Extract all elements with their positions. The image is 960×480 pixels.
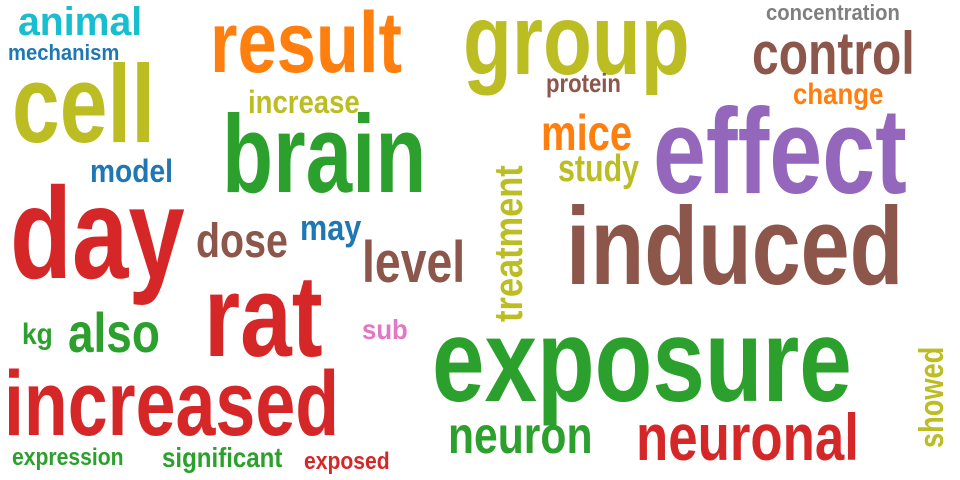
word-induced: induced — [566, 185, 904, 308]
word-level: level — [362, 230, 466, 295]
word-animal: animal — [18, 0, 143, 44]
word-exposed: exposed — [304, 448, 390, 475]
word-rat: rat — [204, 251, 323, 381]
word-expression: expression — [12, 444, 124, 471]
word-neuronal: neuronal — [636, 400, 859, 474]
word-effect: effect — [653, 83, 907, 219]
word-mechanism: mechanism — [8, 40, 120, 65]
word-may: may — [300, 207, 362, 248]
word-protein: protein — [546, 68, 621, 98]
word-significant: significant — [162, 442, 283, 473]
word-mice: mice — [541, 105, 633, 161]
word-model: model — [90, 153, 173, 189]
word-result: result — [210, 0, 403, 91]
word-concentration: concentration — [766, 0, 900, 25]
word-brain: brain — [222, 93, 427, 216]
word-increase: increase — [248, 84, 360, 120]
word-control: control — [752, 20, 915, 87]
word-cell: cell — [12, 43, 156, 166]
word-dose: dose — [196, 215, 288, 268]
word-day: day — [10, 160, 185, 306]
word-study: study — [558, 148, 640, 190]
word-exposure: exposure — [432, 295, 852, 427]
word-group: group — [463, 0, 690, 96]
word-also: also — [68, 301, 160, 364]
word-showed: showed — [913, 346, 951, 448]
word-change: change — [793, 78, 884, 111]
word-sub: sub — [362, 314, 408, 345]
word-increased: increased — [4, 353, 340, 455]
word-kg: kg — [22, 318, 53, 351]
word-neuron: neuron — [448, 407, 593, 465]
